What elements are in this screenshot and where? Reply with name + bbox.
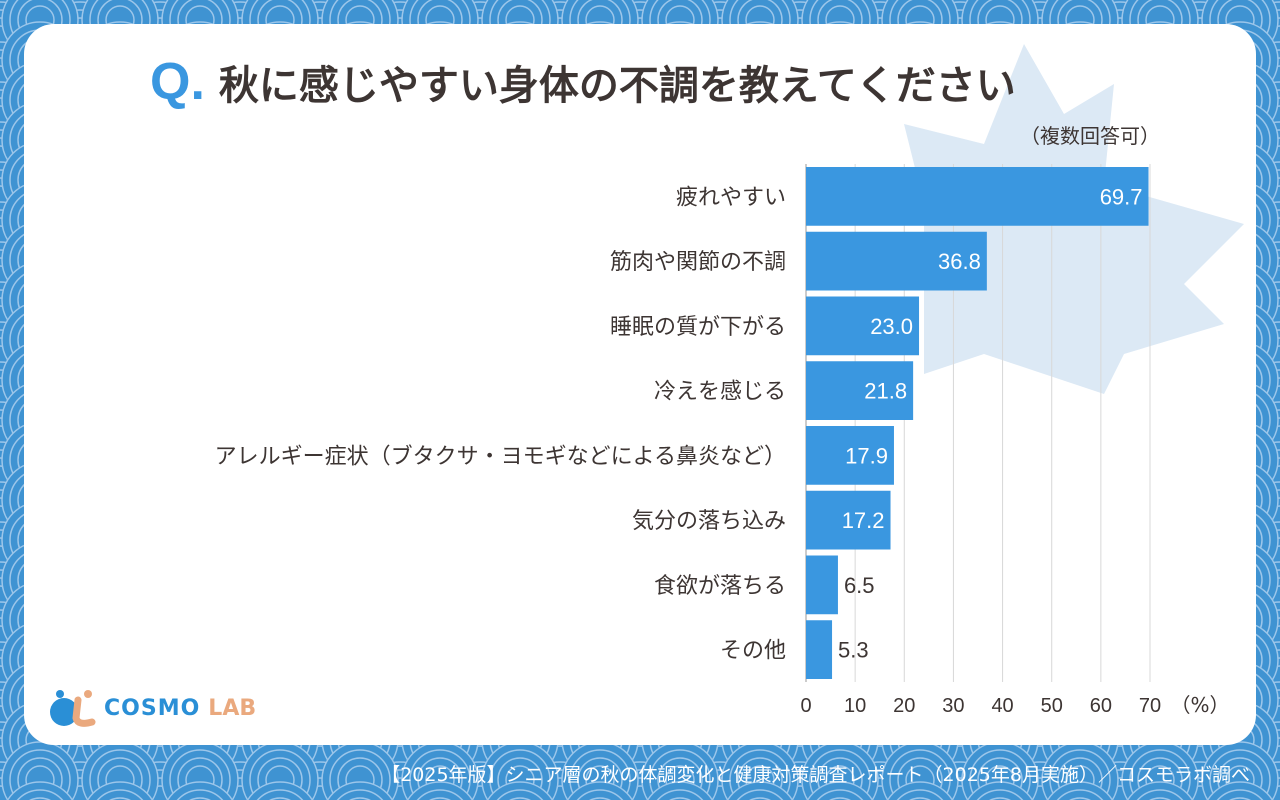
bar <box>806 426 894 485</box>
bar <box>806 620 833 679</box>
category-label: 気分の落ち込み <box>632 509 786 534</box>
x-tick-label: 60 <box>1090 695 1112 717</box>
category-label: 食欲が落ちる <box>654 574 786 599</box>
multiple-answer-note: （複数回答可） <box>1020 124 1160 148</box>
bar <box>806 361 914 420</box>
bar <box>806 296 920 356</box>
x-tick-label: 0 <box>800 695 811 717</box>
x-unit-label: （%） <box>1170 693 1229 717</box>
logo-text-lab: LAB <box>208 695 257 721</box>
x-tick-label: 10 <box>844 695 866 717</box>
data-label: 6.5 <box>844 573 875 598</box>
data-label: 69.7 <box>1100 184 1143 209</box>
bar <box>806 555 838 615</box>
category-label: 筋肉や関節の不調 <box>610 250 786 275</box>
x-tick-label: 70 <box>1139 695 1161 717</box>
x-tick-label: 50 <box>1041 695 1063 717</box>
x-tick-label: 30 <box>942 695 964 717</box>
logo-text-cosmo: COSMO <box>104 695 201 721</box>
cosmo-lab-logo: COSMO LAB <box>48 688 256 728</box>
chart-title: Q. 秋に感じやすい身体の不調を教えてください <box>150 52 1016 112</box>
title-text: 秋に感じやすい身体の不調を教えてください <box>218 63 1016 109</box>
source-footer: 【2025年版】シニア層の秋の体調変化と健康対策調査レポート（2025年8月実施… <box>381 764 1250 786</box>
x-tick-label: 20 <box>893 695 915 717</box>
data-label: 17.2 <box>842 508 885 533</box>
data-label: 36.8 <box>938 249 981 274</box>
category-label: その他 <box>720 639 786 664</box>
bar <box>806 231 987 291</box>
q-mark: Q. <box>150 53 205 111</box>
category-label: 睡眠の質が下がる <box>610 315 786 340</box>
data-label: 17.9 <box>845 443 888 468</box>
category-label: アレルギー症状（ブタクサ・ヨモギなどによる鼻炎など） <box>215 444 786 469</box>
category-label: 冷えを感じる <box>654 380 786 405</box>
chart-card <box>24 24 1256 745</box>
data-label: 5.3 <box>838 638 869 663</box>
data-label: 23.0 <box>870 314 913 339</box>
bar <box>806 490 891 550</box>
bar <box>806 167 1149 226</box>
data-label: 21.8 <box>864 379 907 404</box>
logo-mark-icon <box>50 690 96 727</box>
x-tick-label: 40 <box>991 695 1013 717</box>
category-label: 疲れやすい <box>676 185 786 210</box>
